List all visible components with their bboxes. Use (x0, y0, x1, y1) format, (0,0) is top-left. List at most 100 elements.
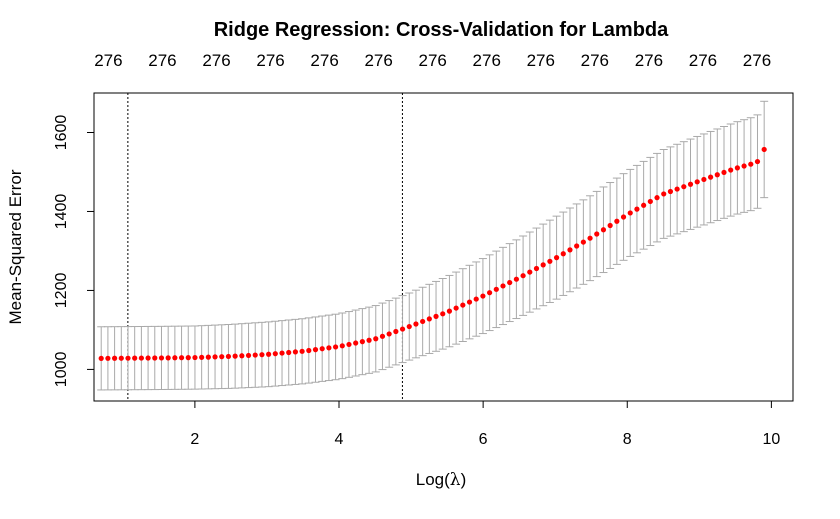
top-count-label: 276 (310, 51, 338, 70)
mse-points (98, 146, 767, 361)
mse-point (212, 354, 218, 360)
mse-point (239, 353, 245, 359)
mse-point (487, 290, 493, 296)
mse-point (547, 258, 553, 264)
top-count-label: 276 (202, 51, 230, 70)
y-tick-label: 1600 (53, 115, 70, 151)
mse-point (446, 308, 453, 314)
top-axis: 276 276 276 276 276 276 276 276 276 276 276 276 276 (94, 51, 771, 70)
top-count-label: 276 (364, 51, 392, 70)
mse-point (386, 331, 392, 337)
mse-point (219, 354, 225, 360)
top-count-label: 276 (473, 51, 501, 70)
mse-point (574, 243, 580, 249)
mse-point (326, 345, 332, 351)
mse-point (312, 346, 319, 353)
mse-point (473, 296, 479, 302)
mse-point (567, 247, 573, 253)
mse-point (399, 326, 406, 332)
mse-point (373, 336, 379, 342)
mse-point (379, 333, 386, 339)
mse-point (165, 355, 171, 361)
mse-point (466, 299, 473, 305)
mse-point (266, 351, 272, 357)
mse-point (192, 354, 198, 361)
mse-point (152, 355, 158, 361)
mse-point (339, 343, 345, 349)
mse-point (540, 262, 546, 268)
mse-point (359, 339, 365, 345)
mse-point (138, 355, 144, 361)
mse-point (158, 355, 165, 361)
mse-point (667, 188, 674, 195)
mse-point (513, 276, 519, 282)
mse-point (98, 355, 104, 361)
mse-point (366, 337, 372, 343)
mse-point (453, 305, 459, 311)
mse-point (754, 158, 761, 165)
mse-point (413, 321, 419, 327)
mse-point (426, 316, 432, 322)
x-tick-label: 4 (335, 431, 344, 448)
mse-point (353, 340, 359, 346)
mse-point (614, 218, 620, 224)
mse-point (654, 195, 660, 201)
mse-point (178, 355, 185, 361)
mse-point (259, 352, 265, 358)
mse-point (627, 210, 633, 216)
top-count-label: 276 (635, 51, 663, 70)
mse-point (587, 235, 593, 241)
mse-point (132, 355, 138, 361)
mse-point (145, 355, 151, 361)
mse-point (661, 191, 667, 197)
mse-point (346, 341, 352, 348)
mse-point (332, 344, 339, 350)
mse-point (272, 351, 278, 357)
mse-point (319, 346, 325, 352)
top-count-label: 276 (689, 51, 717, 70)
mse-point (252, 352, 258, 358)
mse-point (694, 179, 700, 185)
mse-point (647, 198, 653, 205)
mse-point (674, 186, 680, 192)
lambda-vlines (127, 93, 403, 401)
mse-point (299, 348, 305, 354)
x-tick-label: 8 (623, 431, 632, 448)
mse-point (634, 206, 640, 212)
mse-point (728, 167, 734, 173)
mse-point (440, 311, 446, 317)
mse-point (533, 265, 540, 272)
mse-point (279, 350, 285, 356)
top-count-label: 276 (419, 51, 447, 70)
mse-point (125, 355, 131, 361)
mse-point (118, 355, 124, 361)
mse-point (701, 176, 707, 183)
mse-point (520, 273, 526, 279)
y-tick-label: 1000 (53, 352, 70, 388)
mse-point (393, 328, 399, 335)
mse-point (687, 181, 694, 187)
mse-point (560, 251, 566, 257)
mse-point (433, 313, 439, 319)
mse-point (553, 255, 560, 261)
mse-point (245, 352, 252, 359)
mse-point (580, 239, 586, 245)
mse-point (111, 355, 118, 361)
mse-point (748, 161, 754, 167)
mse-point (493, 286, 499, 292)
mse-point (761, 146, 767, 153)
mse-point (185, 355, 191, 361)
y-axis: 1000 1200 1400 1600 (53, 115, 95, 388)
mse-point (741, 163, 747, 169)
error-bars (97, 100, 769, 391)
mse-point (199, 354, 205, 360)
top-count-label: 276 (527, 51, 555, 70)
mse-point (306, 347, 312, 354)
mse-point (600, 227, 607, 233)
mse-point (594, 231, 600, 237)
mse-point (420, 318, 426, 325)
mse-point (507, 279, 513, 286)
mse-point (714, 172, 720, 178)
mse-point (681, 184, 687, 190)
